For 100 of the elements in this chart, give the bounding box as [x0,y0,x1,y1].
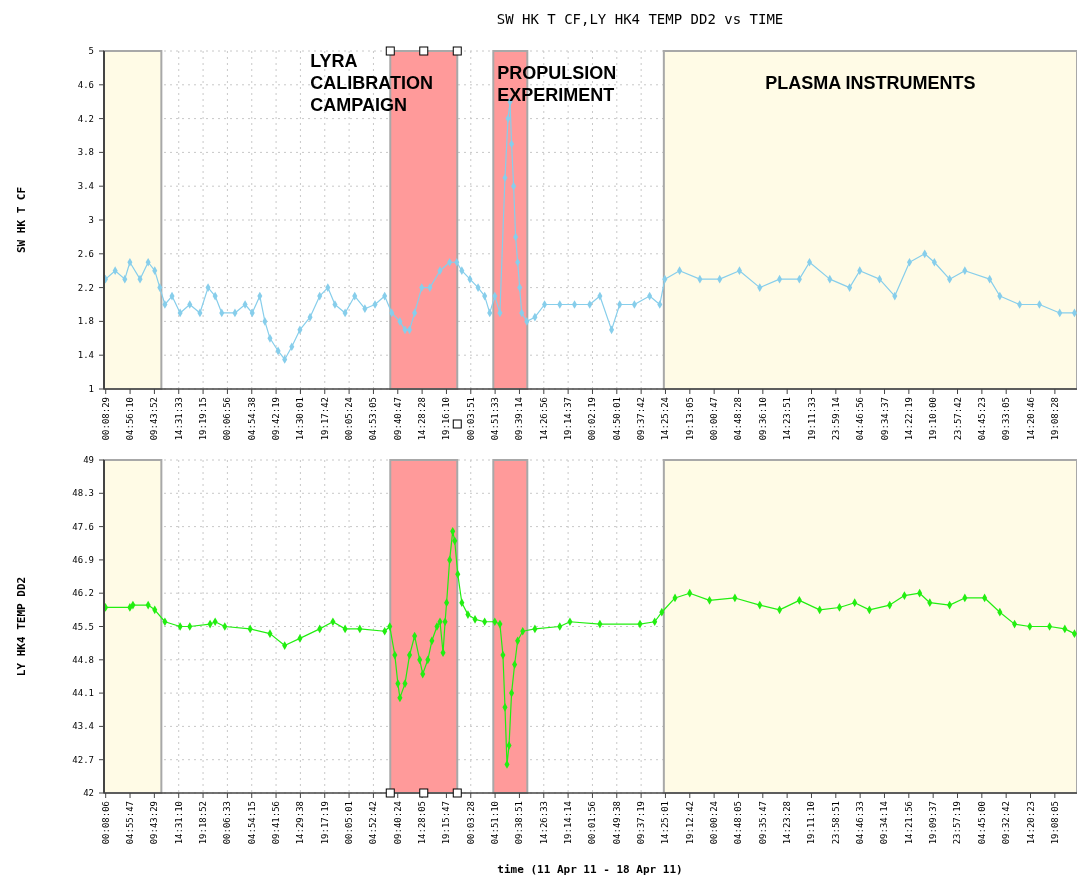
x-tick-label: 19:14:37 [563,397,574,441]
x-tick-label: 04:45:00 [976,801,987,845]
x-tick-label: 14:31:10 [173,801,184,845]
y-tick-label: 1.8 [77,316,94,327]
x-tick-label: 14:21:56 [903,801,914,845]
x-tick-label: 09:32:42 [1001,801,1012,845]
x-tick-label: 00:01:56 [587,801,598,845]
x-tick-label: 09:39:14 [514,397,525,441]
y-axis-title: LY HK4 TEMP DD2 [15,576,28,677]
x-tick-label: 04:51:10 [490,801,501,845]
y-tick-label: 45.5 [72,621,94,632]
x-tick-label: 04:54:38 [246,397,257,441]
y-axis-title: SW HK T CF [15,186,28,254]
x-tick-label: 00:05:01 [344,801,355,845]
band-label: PROPULSION EXPERIMENT [497,63,617,105]
x-tick-label: 04:50:01 [611,397,622,441]
y-tick-label: 2.6 [77,248,94,259]
x-tick-label: 00:08:29 [100,397,111,441]
x-tick-label: 04:49:38 [611,801,622,845]
x-tick-label: 04:46:33 [855,801,866,845]
x-tick-label: 09:34:37 [879,397,890,441]
band-label: LYRA CALIBRATION CAMPAIGN [310,51,433,115]
y-tick-label: 43.4 [72,721,94,732]
x-tick-label: 09:36:10 [757,397,768,441]
x-tick-label: 19:10:00 [928,397,939,441]
x-tick-label: 14:23:51 [782,397,793,441]
x-tick-label: 04:46:56 [855,397,866,441]
y-tick-label: 42 [83,788,94,798]
x-tick-label: 19:12:42 [684,801,695,845]
x-tick-label: 23:57:42 [952,397,963,441]
x-tick-label: 04:53:05 [368,397,379,441]
x-tick-label: 09:43:52 [149,397,160,441]
x-tick-label: 19:17:42 [319,397,330,441]
chart-title: SW HK T CF,LY HK4 TEMP DD2 vs TIME [496,11,784,27]
x-tick-label: 09:37:19 [636,801,647,845]
x-tick-label: 00:00:24 [709,801,720,845]
x-tick-label: 19:13:05 [684,397,695,441]
x-tick-label: 14:28:05 [417,801,428,845]
x-tick-label: 09:42:19 [271,397,282,441]
x-tick-label: 00:05:24 [344,397,355,441]
y-tick-label: 3.4 [77,181,94,192]
x-tick-label: 14:22:19 [903,397,914,441]
y-tick-label: 2.2 [77,282,94,293]
band-label: PLASMA INSTRUMENTS [765,73,976,93]
x-tick-label: 09:33:05 [1001,397,1012,441]
x-tick-label: 23:57:19 [952,801,963,845]
y-tick-label: 3 [88,215,94,225]
x-tick-label: 14:28:28 [417,397,428,441]
x-tick-label: 19:16:10 [441,397,452,441]
x-tick-label: 00:03:28 [465,801,476,845]
x-tick-label: 09:40:47 [392,397,403,441]
x-tick-label: 19:11:33 [806,397,817,441]
y-tick-label: 46.2 [72,588,94,599]
x-tick-label: 19:18:52 [198,801,209,845]
x-tick-label: 19:19:15 [198,397,209,441]
x-tick-label: 19:14:14 [563,801,574,845]
x-tick-label: 09:41:56 [271,801,282,845]
y-tick-label: 4.2 [77,113,94,124]
x-tick-label: 19:08:28 [1049,397,1060,441]
x-tick-label: 00:06:33 [222,801,233,845]
y-tick-label: 49 [83,455,94,465]
y-tick-label: 44.1 [72,688,94,699]
y-tick-label: 5 [88,46,94,56]
x-tick-label: 00:00:47 [709,397,720,441]
x-tick-label: 14:25:24 [660,397,671,441]
x-tick-label: 19:17:19 [319,801,330,845]
x-tick-label: 09:43:29 [149,801,160,845]
y-tick-label: 47.6 [72,521,94,532]
x-tick-label: 19:09:37 [928,801,939,845]
x-tick-label: 14:20:46 [1025,397,1036,441]
x-tick-label: 04:51:33 [490,397,501,441]
x-tick-label: 04:56:10 [125,397,136,441]
x-tick-label: 09:35:47 [757,801,768,845]
x-tick-label: 04:45:23 [976,397,987,441]
y-tick-label: 3.8 [77,147,94,158]
x-tick-label: 23:59:14 [830,397,841,441]
x-tick-label: 00:08:06 [100,801,111,845]
x-tick-label: 14:23:28 [782,801,793,845]
x-tick-label: 04:52:42 [368,801,379,845]
y-tick-label: 46.9 [72,554,94,565]
x-tick-label: 09:38:51 [514,801,525,845]
x-tick-label: 14:30:01 [295,397,306,441]
x-tick-label: 04:55:47 [125,801,136,845]
x-tick-label: 09:37:42 [636,397,647,441]
x-tick-label: 14:26:33 [538,801,549,845]
x-tick-label: 09:40:24 [392,801,403,845]
y-tick-label: 4.6 [77,79,94,90]
x-tick-label: 14:29:38 [295,801,306,845]
y-tick-label: 1 [88,384,94,394]
x-tick-label: 19:15:47 [441,801,452,845]
x-tick-label: 00:06:56 [222,397,233,441]
y-tick-label: 44.8 [72,654,94,665]
y-tick-label: 42.7 [72,754,94,765]
x-tick-label: 04:54:15 [246,801,257,845]
x-tick-label: 14:31:33 [173,397,184,441]
x-tick-label: 04:48:05 [733,801,744,845]
x-tick-label: 23:58:51 [830,801,841,845]
y-tick-label: 48.3 [72,488,94,499]
x-tick-label: 19:11:10 [806,801,817,845]
x-tick-label: 14:25:01 [660,801,671,845]
